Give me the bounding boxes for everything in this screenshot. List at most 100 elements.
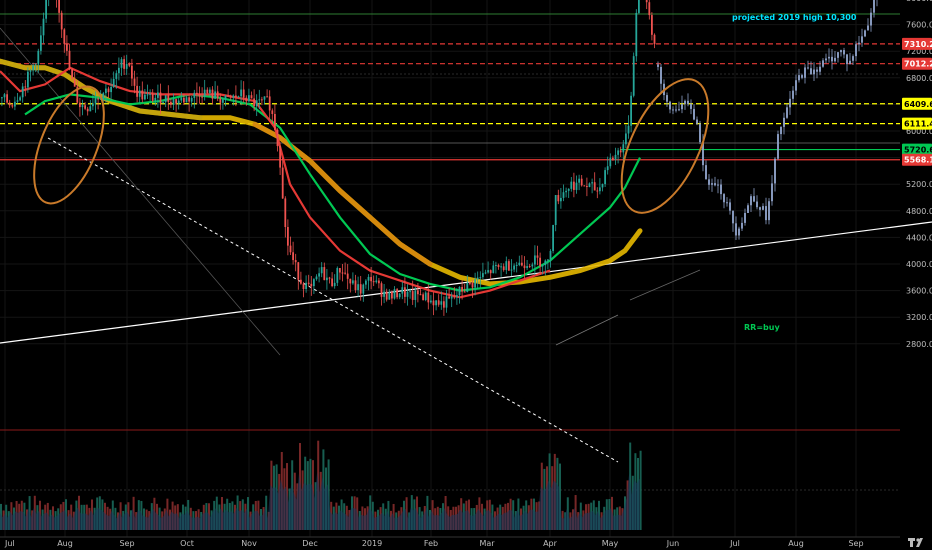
projection-candle [810, 68, 812, 75]
candle-body [617, 150, 619, 155]
candle-body [445, 296, 448, 308]
time-tick-label: Oct [180, 539, 194, 548]
candle-body [567, 188, 570, 191]
candle-body [276, 129, 279, 147]
projection-candle [702, 142, 704, 166]
time-tick-label: Mar [479, 539, 495, 548]
candle-body [279, 146, 281, 168]
candle-body [227, 95, 229, 97]
projection-candle [753, 196, 755, 202]
candle-body [250, 95, 253, 99]
candle-body [240, 89, 242, 97]
candle-body [8, 102, 11, 106]
projection-candle [816, 69, 818, 72]
candle-body [448, 296, 450, 299]
candle-body [300, 279, 302, 284]
candle-body [651, 15, 653, 35]
projection-candle [729, 202, 731, 211]
projection-candle [768, 201, 770, 221]
candle-body [94, 98, 97, 104]
candle-body [632, 56, 635, 96]
price-tick-label: 8000.0 [906, 0, 932, 3]
candle-body [287, 227, 289, 246]
projection-candle [849, 60, 851, 65]
projection-candle [687, 100, 689, 104]
projection-candle [789, 98, 791, 108]
candle-body [471, 282, 474, 288]
projection-candle [771, 183, 773, 202]
candle-body [245, 97, 248, 102]
descending-trendline [47, 137, 619, 463]
candle-body [357, 284, 359, 291]
projection-candle [711, 183, 713, 185]
level-tag-background [902, 143, 932, 156]
price-tick-label: 6800.0 [906, 74, 932, 83]
candle-body [331, 278, 333, 287]
candle-body [216, 91, 219, 99]
candle-body [341, 272, 344, 274]
level-tag: 6111.4 [904, 120, 932, 129]
candle-body [177, 100, 180, 104]
candle-body [604, 170, 606, 185]
candle-body [19, 97, 21, 101]
candle-body [339, 268, 341, 273]
candle-body [479, 277, 482, 279]
candle-body [523, 265, 526, 269]
projection-candle [726, 202, 728, 204]
projection-candle [684, 100, 686, 104]
candle-body [614, 154, 617, 160]
candle-body [136, 85, 138, 97]
candle-body [489, 270, 492, 274]
candle-body [528, 266, 531, 268]
candle-body [409, 291, 411, 293]
projection-candle [798, 75, 800, 81]
candle-body [115, 73, 118, 79]
candle-body [81, 105, 84, 108]
candle-body [58, 0, 60, 13]
candle-body [229, 96, 232, 98]
candle-body [531, 264, 534, 267]
candle-body [66, 43, 68, 51]
time-tick-label: Dec [302, 539, 317, 548]
candle-body [627, 125, 630, 134]
candle-body [440, 301, 443, 305]
time-tick-label: Nov [241, 539, 257, 548]
time-tick-label: Aug [57, 539, 73, 548]
candle-body [180, 97, 183, 101]
candle-body [315, 276, 318, 280]
candle-body [453, 296, 456, 298]
projection-candle [840, 50, 842, 53]
projection-candle [714, 183, 716, 186]
candle-body [21, 86, 24, 98]
candle-body [24, 86, 27, 88]
candle-body [474, 279, 476, 288]
projection-candle [867, 25, 869, 31]
candle-body [570, 181, 573, 189]
projection-candle [678, 109, 680, 111]
candle-body [437, 300, 440, 305]
candle-body [508, 261, 510, 271]
highlight-circle [620, 78, 710, 214]
projection-candle [744, 212, 746, 223]
candle-body [266, 96, 268, 98]
candle-body [521, 262, 523, 266]
candle-body [432, 300, 435, 306]
level-tag-background [902, 117, 932, 130]
candle-body [526, 266, 528, 269]
candle-body [557, 195, 560, 202]
candle-body [201, 96, 203, 98]
candle-body [622, 144, 625, 153]
time-tick-label: Aug [788, 539, 804, 548]
candle-body [388, 292, 391, 300]
candle-body [539, 257, 541, 267]
candle-body [541, 265, 544, 267]
candle-body [14, 101, 16, 107]
time-tick-label: Feb [424, 539, 438, 548]
candle-body [365, 280, 367, 285]
time-tick-label: Apr [543, 539, 558, 548]
candle-body [427, 292, 430, 303]
projection-candle [780, 126, 782, 135]
projection-annotation: projected 2019 high 10,300 [732, 13, 857, 22]
candle-body [458, 286, 461, 296]
